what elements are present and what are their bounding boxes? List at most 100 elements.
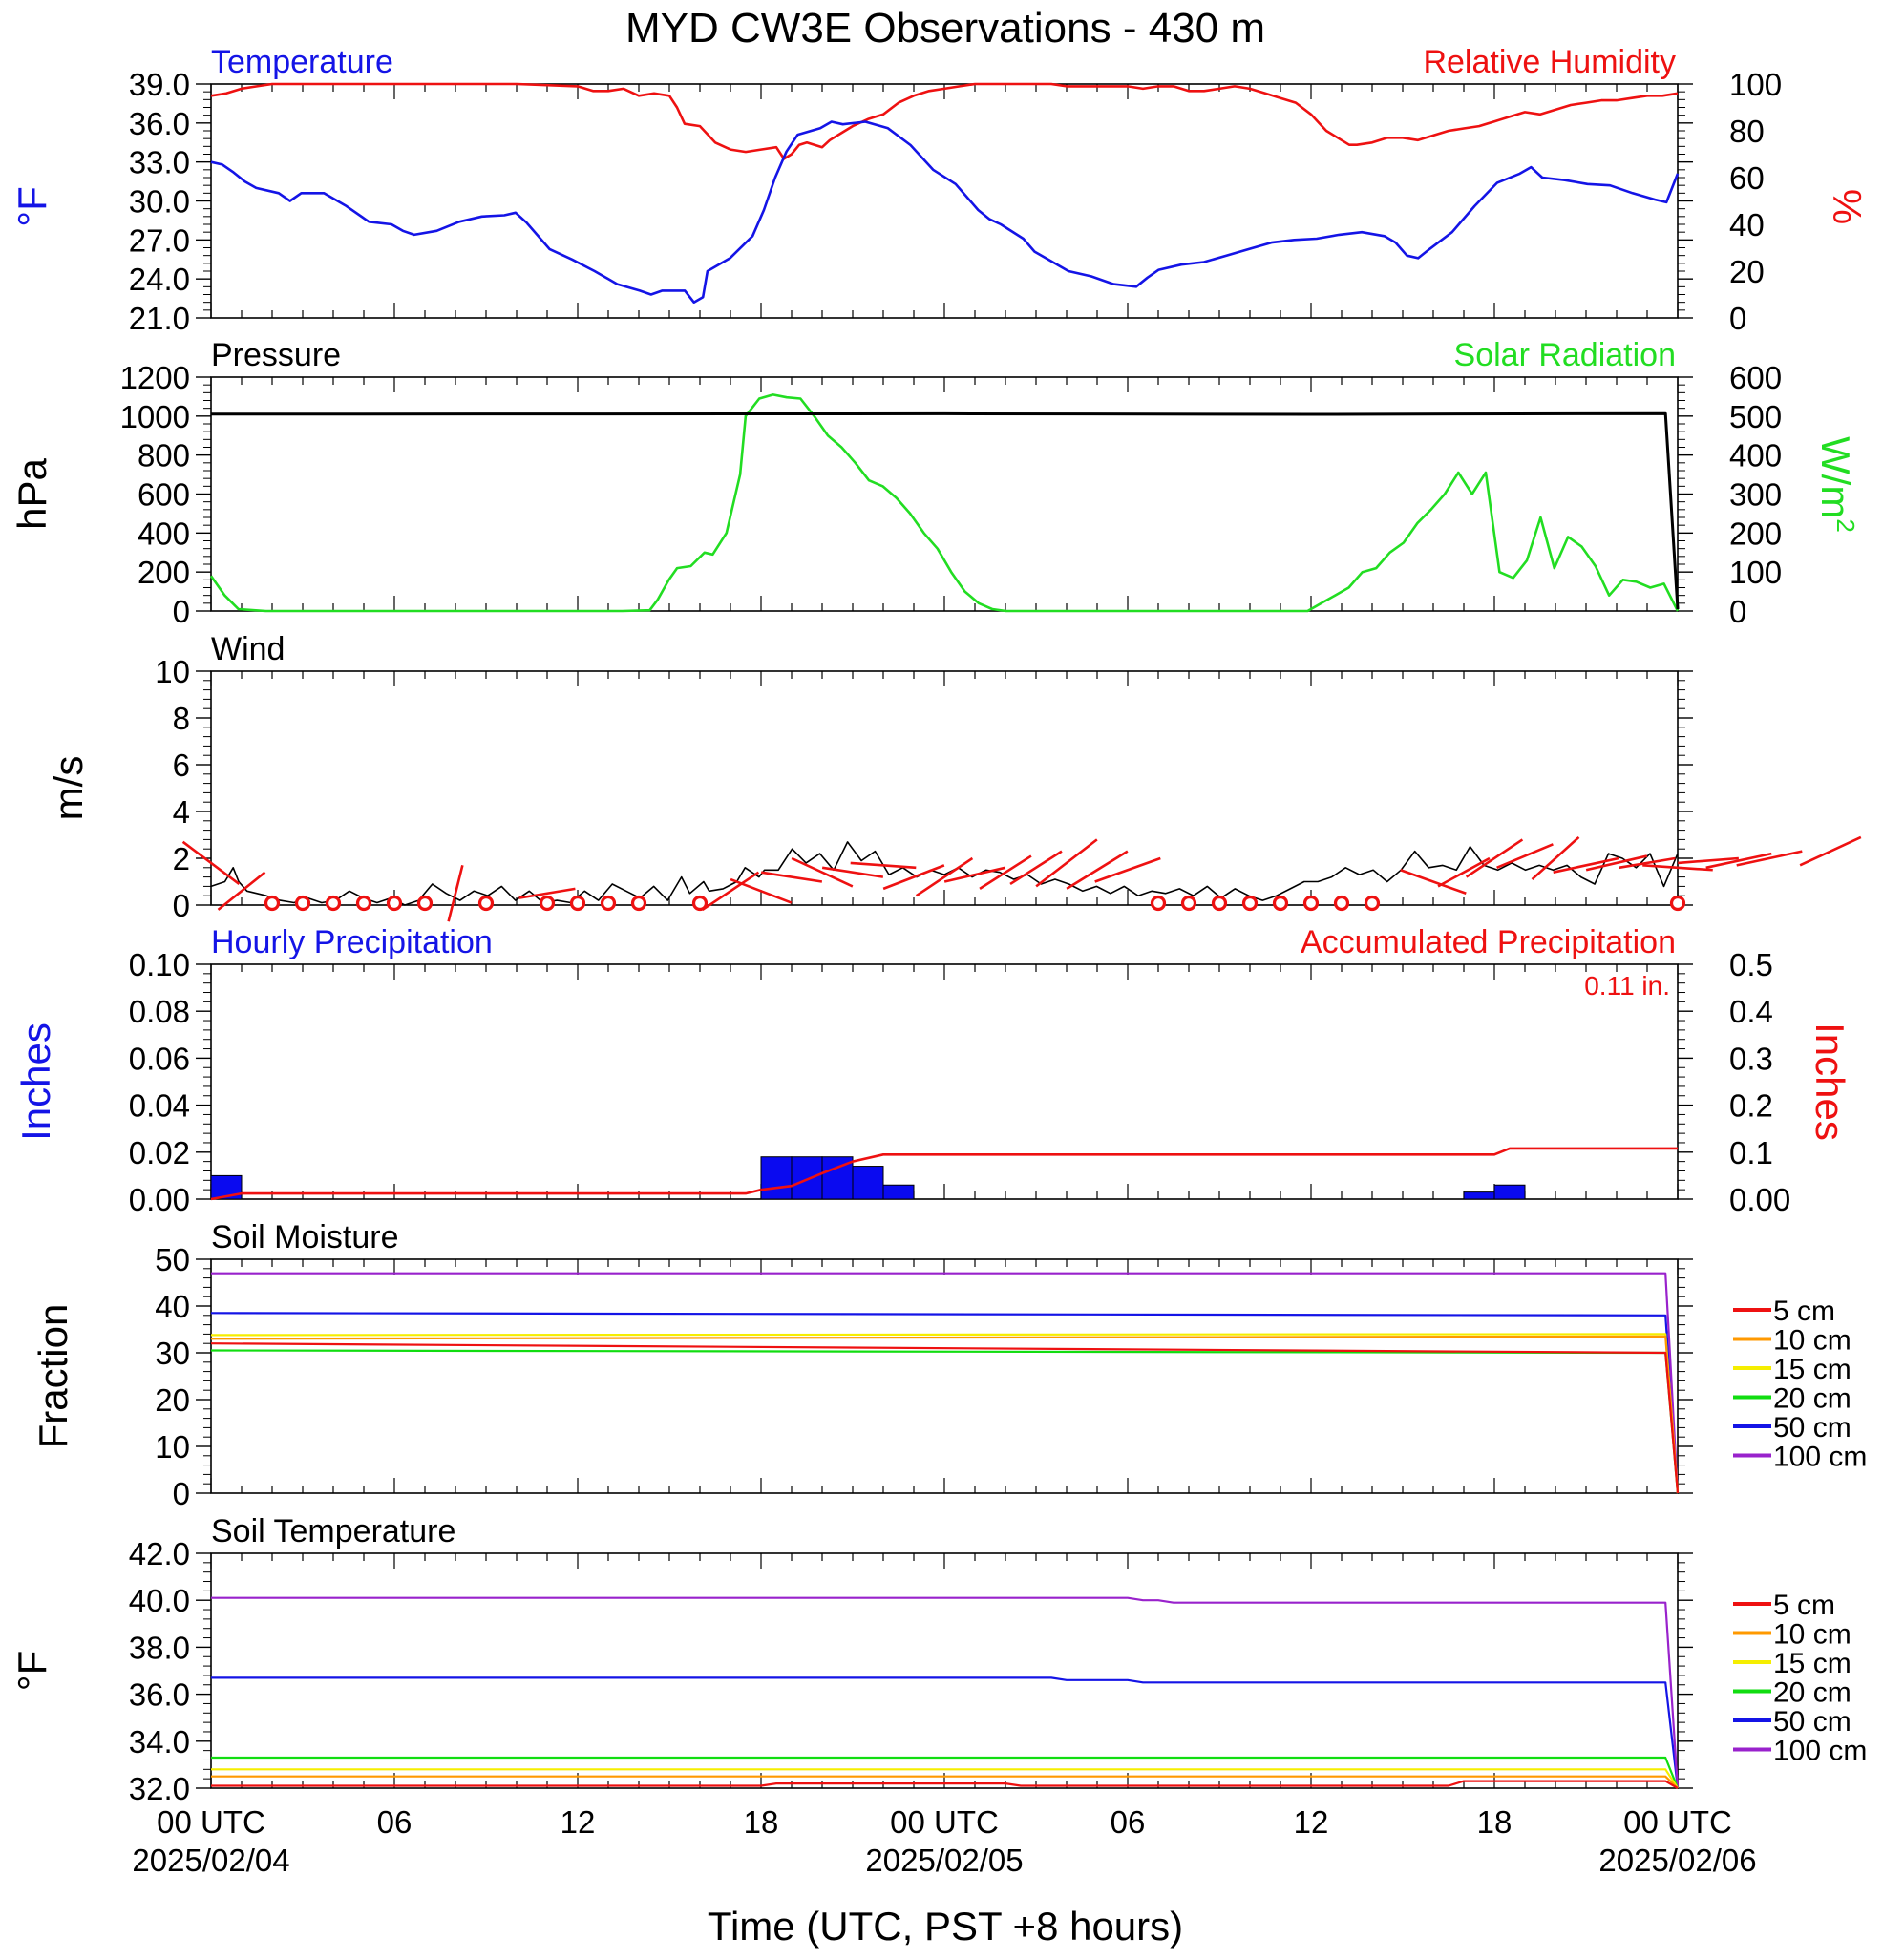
y-tick-label-left: 0.04	[129, 1088, 190, 1124]
time-tick-label: 00 UTC	[890, 1804, 999, 1840]
legend-label: 100 cm	[1773, 1736, 1867, 1767]
wind-axis-label: m/s	[46, 756, 91, 821]
calm-marker	[1302, 895, 1320, 912]
precip-bar	[852, 1166, 884, 1200]
time-tick-label: 00 UTC	[157, 1804, 265, 1840]
soil-line-50cm	[210, 1312, 1680, 1494]
temperature-title: Temperature	[211, 44, 393, 80]
wind-barb	[217, 871, 266, 911]
wind-barb	[447, 865, 464, 922]
calm-marker	[691, 895, 709, 912]
calm-marker	[1180, 895, 1197, 912]
panel-frame	[210, 376, 1679, 612]
accum-precip-title: Accumulated Precipitation	[1301, 924, 1676, 960]
wind-barb	[1799, 835, 1862, 867]
panel-precipitation: 0.00 0.02 0.04 0.06 0.08 0.10 0.00 0.1 0.2 0.3 0.4…	[13, 924, 1852, 1217]
y-tick-label-left: 0.10	[129, 947, 190, 982]
y-tick-label-right: 0.1	[1729, 1135, 1773, 1170]
pressure-axis-label: hPa	[10, 457, 54, 529]
panel-soil-temperature-axis-label: °F	[10, 1651, 54, 1691]
calm-marker	[1364, 895, 1381, 912]
calm-marker	[264, 895, 281, 912]
y-tick-label-left: 30.0	[129, 184, 190, 220]
y-tick-label-left: 2	[173, 841, 190, 876]
calm-marker	[539, 895, 556, 912]
soil-line-10cm	[210, 1335, 1680, 1494]
y-tick-label-left: 32.0	[129, 1771, 190, 1806]
legend-label: 50 cm	[1773, 1706, 1851, 1738]
y-tick-label-right: 400	[1729, 438, 1782, 474]
temperature-axis-label: °F	[10, 186, 54, 226]
time-tick-label: 18	[744, 1804, 779, 1840]
y-tick-label-left: 8	[173, 701, 190, 736]
y-tick-label-right: 0.3	[1729, 1041, 1773, 1076]
soil-line-20cm	[210, 1349, 1680, 1494]
y-tick-label-left: 1200	[120, 360, 190, 395]
y-tick-label-left: 40	[155, 1289, 190, 1324]
y-tick-label-right: 0.5	[1729, 947, 1773, 982]
legend-label: 5 cm	[1773, 1590, 1835, 1621]
y-tick-label-right: 20	[1729, 254, 1765, 289]
solar-title: Solar Radiation	[1454, 337, 1676, 373]
wind-barb	[943, 866, 1006, 883]
wind-title: Wind	[211, 631, 285, 667]
calm-marker	[294, 895, 311, 912]
hourly-precip-title: Hourly Precipitation	[211, 924, 493, 960]
time-tick-label: 06	[1111, 1804, 1146, 1840]
y-tick-label-right: 300	[1729, 477, 1782, 513]
soil-line-10cm	[211, 1775, 1679, 1789]
y-tick-label-left: 0.00	[129, 1182, 190, 1217]
y-tick-label-right: 80	[1729, 114, 1765, 149]
time-tick-label: 00 UTC	[1623, 1804, 1732, 1840]
y-tick-label-right: 40	[1729, 207, 1765, 242]
panel-frame	[210, 963, 1679, 1200]
y-tick-label-left: 39.0	[129, 67, 190, 102]
calm-marker	[600, 895, 617, 912]
panel-frame	[210, 670, 1679, 906]
wind-barb	[979, 854, 1032, 890]
legend-label: 15 cm	[1773, 1648, 1851, 1679]
wind-barb	[915, 856, 974, 897]
wind-barb	[882, 864, 945, 891]
y-tick-label-left: 0	[173, 1476, 190, 1511]
y-tick-label-left: 0.02	[129, 1135, 190, 1170]
panel-frame	[210, 1552, 1679, 1789]
panel-soil-moisture-title: Soil Moisture	[211, 1219, 399, 1255]
chart-panels: 21.024.027.030.033.036.039.0020406080100…	[10, 44, 1870, 1806]
y-tick-label-left: 27.0	[129, 222, 190, 258]
legend-label: 10 cm	[1773, 1325, 1851, 1357]
accum-total-label: 0.11 in.	[1584, 971, 1670, 1001]
panel-pressure-solar: 0200400600800100012000100200300400500600…	[10, 337, 1860, 629]
y-tick-label-right: 600	[1729, 360, 1782, 395]
y-tick-label-right: 500	[1729, 399, 1782, 434]
soil-line-100cm	[211, 1272, 1680, 1494]
y-tick-label-left: 0	[173, 594, 190, 629]
legend-label: 100 cm	[1773, 1442, 1867, 1473]
wind-barb	[1066, 850, 1129, 890]
soil-line-50cm	[211, 1676, 1680, 1789]
legend-label: 10 cm	[1773, 1619, 1851, 1651]
calm-marker	[325, 895, 342, 912]
humidity-axis-label: %	[1825, 189, 1870, 224]
calm-marker	[477, 895, 495, 912]
wind-barb	[791, 856, 854, 888]
y-tick-label-left: 800	[138, 438, 190, 474]
calm-marker	[1150, 895, 1167, 912]
wind-barb	[1705, 852, 1772, 870]
calm-marker	[1272, 895, 1289, 912]
panel-wind: 0 2 4 6 8 10 Wind m/s	[46, 631, 1862, 923]
accumulated-precip-line	[210, 1147, 1678, 1201]
wind-barb	[821, 866, 884, 878]
panel-temperature-humidity: 21.0 24.0 27.030.0 33.0 36.0 39.0 0 20 40 60 80 100…	[10, 44, 1870, 336]
y-tick-label-left: 30	[155, 1336, 190, 1371]
soil-line-15cm	[210, 1333, 1680, 1494]
legend-label: 20 cm	[1773, 1677, 1851, 1709]
y-tick-label-right: 100	[1729, 555, 1782, 590]
y-tick-label-left: 0.06	[129, 1041, 190, 1076]
y-tick-label-right: 200	[1729, 516, 1782, 551]
soil-line-15cm	[211, 1768, 1679, 1789]
y-tick-label-left: 6	[173, 748, 190, 783]
y-tick-label-left: 36.0	[129, 106, 190, 141]
